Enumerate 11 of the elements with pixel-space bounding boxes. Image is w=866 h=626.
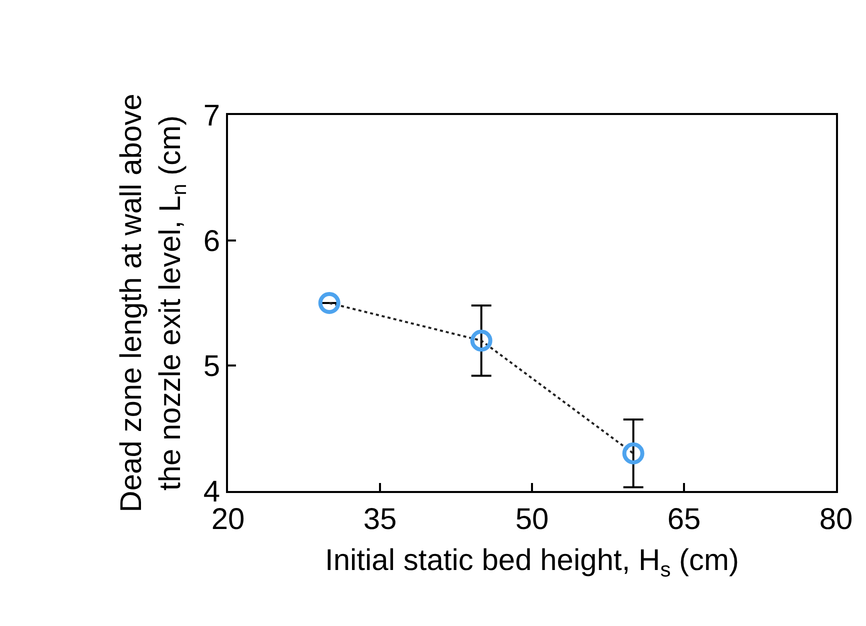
x-tick-label: 50: [515, 503, 549, 536]
x-tick-label: 35: [363, 503, 397, 536]
point: [622, 442, 644, 464]
x-tick-label: 65: [667, 503, 701, 536]
y-tick-label: 6: [203, 224, 220, 258]
y-tick-label: 7: [203, 100, 220, 132]
y-tick-label: 5: [203, 350, 220, 384]
point: [470, 330, 492, 352]
x-axis-title: Initial static bed height, H$_{s}$ (cm): [325, 544, 739, 582]
x-tick-label: 80: [819, 503, 853, 536]
point: [318, 292, 340, 314]
